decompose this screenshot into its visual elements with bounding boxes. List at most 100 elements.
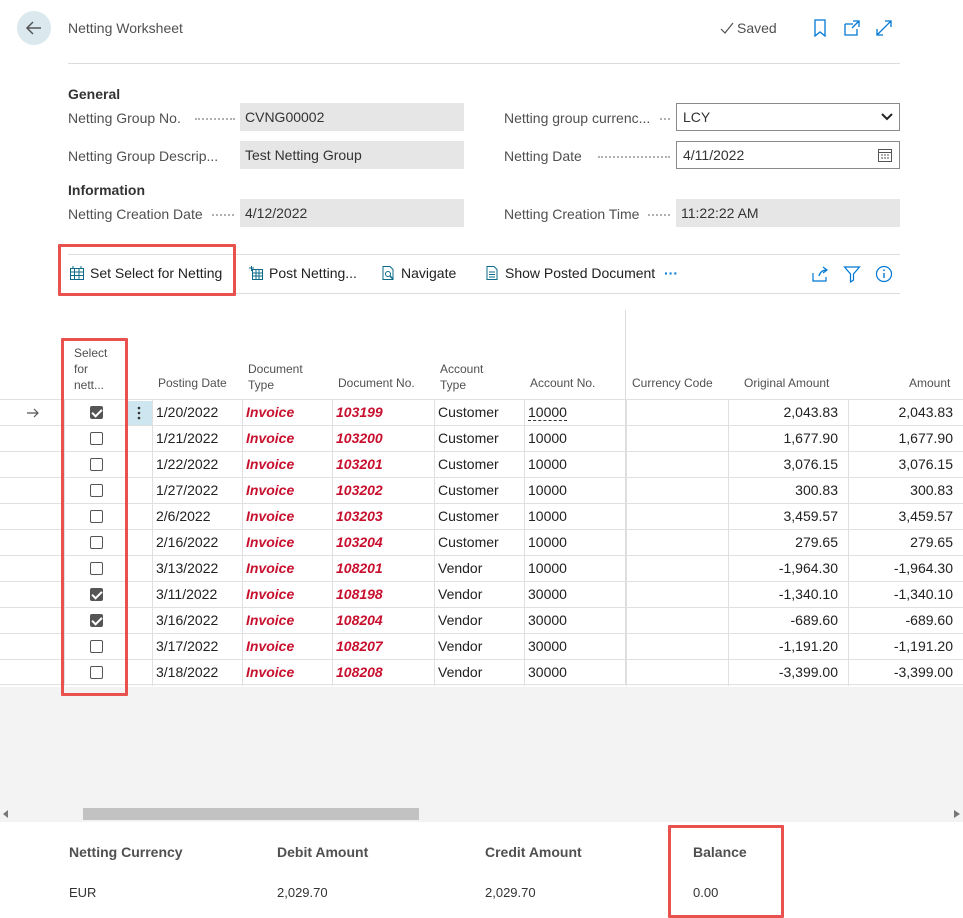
amount-cell: -1,340.10 bbox=[848, 582, 963, 608]
table-row[interactable]: 3/16/2022 Invoice 108204 Vendor 30000 -689.60… bbox=[0, 607, 963, 634]
select-for-netting-checkbox[interactable] bbox=[90, 536, 103, 549]
col-header-posting-date[interactable]: Posting Date bbox=[158, 376, 227, 390]
share-icon[interactable] bbox=[810, 264, 830, 284]
document-no-cell[interactable]: 103204 bbox=[332, 530, 434, 556]
highlight-set-select-action bbox=[58, 244, 236, 296]
posting-date-cell: 2/6/2022 bbox=[152, 504, 242, 530]
account-no-cell[interactable]: 30000 bbox=[524, 582, 626, 608]
table-row[interactable]: 1/27/2022 Invoice 103202 Customer 10000 300.8… bbox=[0, 477, 963, 504]
balance-value: 0.00 bbox=[693, 885, 719, 900]
account-no-cell[interactable]: 10000 bbox=[524, 478, 626, 504]
netting-creation-time-label: Netting Creation Time bbox=[504, 206, 640, 222]
select-for-netting-checkbox[interactable] bbox=[90, 588, 103, 601]
select-for-netting-cell bbox=[64, 608, 126, 634]
document-type-cell: Invoice bbox=[242, 504, 332, 530]
posting-date-cell: 3/17/2022 bbox=[152, 634, 242, 660]
original-amount-cell: 279.65 bbox=[728, 530, 848, 556]
table-row[interactable]: 2/16/2022 Invoice 103204 Customer 10000 279.6… bbox=[0, 529, 963, 556]
document-no-cell[interactable]: 108198 bbox=[332, 582, 434, 608]
select-for-netting-checkbox[interactable] bbox=[90, 640, 103, 653]
more-actions-button[interactable]: ··· bbox=[664, 265, 678, 281]
filter-icon[interactable] bbox=[842, 264, 862, 284]
original-amount-cell: -1,340.10 bbox=[728, 582, 848, 608]
select-for-netting-checkbox[interactable] bbox=[90, 484, 103, 497]
scroll-left-icon[interactable] bbox=[3, 810, 9, 818]
table-row[interactable]: 3/17/2022 Invoice 108207 Vendor 30000 -1,191.… bbox=[0, 633, 963, 660]
expand-icon[interactable] bbox=[874, 18, 894, 38]
table-row[interactable]: 3/11/2022 Invoice 108198 Vendor 30000 -1,340.… bbox=[0, 581, 963, 608]
document-no-cell[interactable]: 108204 bbox=[332, 608, 434, 634]
col-header-currency-code[interactable]: Currency Code bbox=[632, 376, 713, 390]
navigate-label: Navigate bbox=[401, 265, 457, 281]
document-no-cell[interactable]: 103203 bbox=[332, 504, 434, 530]
posting-date-cell: 1/20/2022 bbox=[152, 400, 242, 426]
general-section-title: General bbox=[68, 86, 121, 102]
account-no-cell[interactable]: 10000 bbox=[524, 400, 626, 426]
row-menu-button[interactable] bbox=[126, 401, 152, 425]
highlight-balance bbox=[668, 825, 784, 918]
select-for-netting-checkbox[interactable] bbox=[90, 406, 103, 419]
netting-date-input[interactable]: 4/11/2022 bbox=[676, 141, 900, 169]
select-for-netting-checkbox[interactable] bbox=[90, 614, 103, 627]
account-type-cell: Customer bbox=[434, 400, 524, 426]
select-for-netting-checkbox[interactable] bbox=[90, 458, 103, 471]
original-amount-cell: 2,043.83 bbox=[728, 400, 848, 426]
document-no-cell[interactable]: 103200 bbox=[332, 426, 434, 452]
select-for-netting-checkbox[interactable] bbox=[90, 666, 103, 679]
currency-code-cell bbox=[626, 452, 728, 478]
account-no-cell[interactable]: 10000 bbox=[524, 426, 626, 452]
document-no-cell[interactable]: 108201 bbox=[332, 556, 434, 582]
show-posted-document-action[interactable]: Show Posted Document bbox=[484, 265, 655, 281]
table-row[interactable]: 1/21/2022 Invoice 103200 Customer 10000 1,677… bbox=[0, 425, 963, 452]
info-icon[interactable] bbox=[874, 264, 894, 284]
table-row[interactable]: 2/6/2022 Invoice 103203 Customer 10000 3,459.… bbox=[0, 503, 963, 530]
account-no-cell[interactable]: 10000 bbox=[524, 556, 626, 582]
document-no-cell[interactable]: 103199 bbox=[332, 400, 434, 426]
open-new-window-icon[interactable] bbox=[842, 18, 862, 38]
col-header-select-for-netting[interactable]: Select for nett... bbox=[74, 346, 108, 392]
col-header-account-no[interactable]: Account No. bbox=[530, 376, 596, 390]
table-row[interactable]: 3/13/2022 Invoice 108201 Vendor 10000 -1,964.… bbox=[0, 555, 963, 582]
current-row-arrow-icon bbox=[26, 406, 40, 422]
dotted-leader bbox=[195, 118, 235, 120]
account-no-cell[interactable]: 30000 bbox=[524, 634, 626, 660]
amount-cell: 2,043.83 bbox=[848, 400, 963, 426]
select-for-netting-checkbox[interactable] bbox=[90, 562, 103, 575]
scroll-right-icon[interactable] bbox=[954, 810, 960, 818]
account-no-cell[interactable]: 10000 bbox=[524, 504, 626, 530]
document-no-cell[interactable]: 108208 bbox=[332, 660, 434, 686]
select-for-netting-cell bbox=[64, 530, 126, 556]
bookmark-icon[interactable] bbox=[810, 18, 830, 38]
horizontal-scrollbar[interactable] bbox=[0, 806, 963, 822]
credit-amount-label: Credit Amount bbox=[485, 844, 582, 860]
calendar-icon[interactable] bbox=[877, 147, 893, 163]
navigate-action[interactable]: Navigate bbox=[380, 265, 456, 281]
back-button[interactable] bbox=[17, 11, 51, 45]
netting-date-value: 4/11/2022 bbox=[683, 147, 745, 163]
col-header-document-no[interactable]: Document No. bbox=[338, 376, 415, 390]
table-row[interactable]: 1/22/2022 Invoice 103201 Customer 10000 3,076… bbox=[0, 451, 963, 478]
col-header-document-type[interactable]: Document Type bbox=[248, 362, 303, 392]
select-for-netting-checkbox[interactable] bbox=[90, 510, 103, 523]
account-no-cell[interactable]: 30000 bbox=[524, 608, 626, 634]
col-header-amount[interactable]: Amount bbox=[909, 376, 951, 390]
col-header-original-amount[interactable]: Original Amount bbox=[744, 376, 830, 390]
table-row[interactable]: 1/20/2022 Invoice 103199 Customer 10000 2,043… bbox=[0, 399, 963, 426]
horizontal-scroll-thumb[interactable] bbox=[83, 808, 419, 820]
amount-cell: 3,076.15 bbox=[848, 452, 963, 478]
account-no-cell[interactable]: 30000 bbox=[524, 660, 626, 686]
document-no-cell[interactable]: 108207 bbox=[332, 634, 434, 660]
currency-code-cell bbox=[626, 478, 728, 504]
account-no-cell[interactable]: 10000 bbox=[524, 452, 626, 478]
document-type-cell: Invoice bbox=[242, 582, 332, 608]
table-row[interactable]: 3/18/2022 Invoice 108208 Vendor 30000 -3,399.… bbox=[0, 659, 963, 686]
post-netting-action[interactable]: Post Netting... bbox=[248, 265, 357, 281]
netting-group-currency-select[interactable]: LCY bbox=[676, 103, 900, 131]
account-no-cell[interactable]: 10000 bbox=[524, 530, 626, 556]
set-select-for-netting-action[interactable]: Set Select for Netting bbox=[69, 265, 222, 281]
document-no-cell[interactable]: 103201 bbox=[332, 452, 434, 478]
col-header-account-type[interactable]: Account Type bbox=[440, 362, 484, 392]
document-no-cell[interactable]: 103202 bbox=[332, 478, 434, 504]
dotted-leader bbox=[598, 156, 670, 158]
select-for-netting-checkbox[interactable] bbox=[90, 432, 103, 445]
